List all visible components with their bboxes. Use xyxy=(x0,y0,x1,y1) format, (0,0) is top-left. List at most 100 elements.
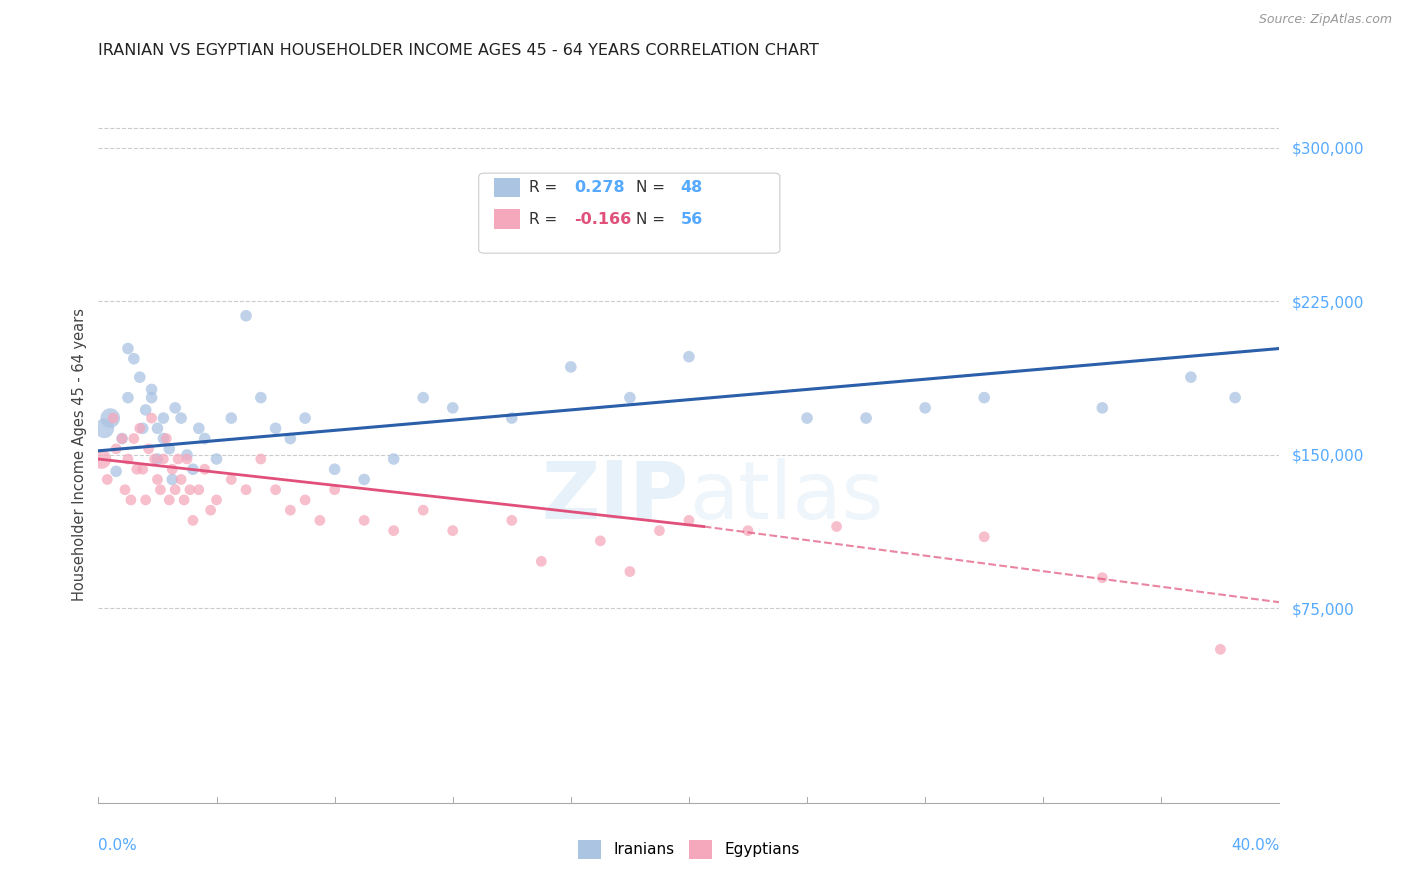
FancyBboxPatch shape xyxy=(494,178,520,197)
Point xyxy=(128,421,150,435)
Point xyxy=(132,421,155,435)
Point xyxy=(146,421,169,435)
Point xyxy=(162,462,183,476)
Point xyxy=(235,309,257,323)
Point xyxy=(235,483,257,497)
Point xyxy=(125,462,148,476)
Text: 48: 48 xyxy=(681,180,703,195)
Point xyxy=(173,492,195,507)
Point xyxy=(165,483,187,497)
Point xyxy=(678,513,700,527)
Point xyxy=(264,483,287,497)
Text: 0.278: 0.278 xyxy=(575,180,626,195)
Point xyxy=(294,411,316,425)
Point xyxy=(194,432,217,446)
Point xyxy=(200,503,222,517)
Point xyxy=(117,452,139,467)
Point xyxy=(141,411,163,425)
Text: atlas: atlas xyxy=(689,458,883,536)
Point xyxy=(619,391,641,405)
Point xyxy=(96,473,118,487)
Point xyxy=(219,473,242,487)
Point xyxy=(530,554,553,568)
Text: 56: 56 xyxy=(681,211,703,227)
Point xyxy=(152,452,174,467)
Point xyxy=(323,483,346,497)
Point xyxy=(105,442,128,456)
Point xyxy=(187,483,209,497)
Point xyxy=(105,464,128,478)
Point xyxy=(194,462,217,476)
Point xyxy=(138,442,160,456)
Point xyxy=(707,206,730,220)
Point xyxy=(135,492,157,507)
Point xyxy=(146,452,169,467)
Point xyxy=(141,383,163,397)
Point xyxy=(141,391,163,405)
Text: 0.0%: 0.0% xyxy=(98,838,138,853)
Point xyxy=(165,401,187,415)
Text: R =: R = xyxy=(530,211,562,227)
Point xyxy=(170,473,193,487)
Point xyxy=(122,432,145,446)
Point xyxy=(278,503,302,517)
Point xyxy=(157,442,180,456)
Point xyxy=(501,411,523,425)
Point xyxy=(179,483,201,497)
FancyBboxPatch shape xyxy=(478,173,780,253)
Text: R =: R = xyxy=(530,180,562,195)
Point xyxy=(250,391,273,405)
Point xyxy=(382,524,405,538)
Point xyxy=(176,452,198,467)
Point xyxy=(278,432,302,446)
Point xyxy=(149,483,172,497)
Point xyxy=(205,452,228,467)
Point xyxy=(914,401,936,415)
Point xyxy=(122,351,145,366)
Point xyxy=(678,350,700,364)
Point xyxy=(117,391,139,405)
Point xyxy=(1091,401,1114,415)
Legend: Iranians, Egyptians: Iranians, Egyptians xyxy=(572,834,806,864)
Point xyxy=(737,524,759,538)
Point xyxy=(1209,642,1232,657)
Point xyxy=(441,524,464,538)
Point xyxy=(111,432,134,446)
Point xyxy=(1223,391,1246,405)
Text: N =: N = xyxy=(636,211,669,227)
Point xyxy=(176,448,198,462)
Point xyxy=(309,513,332,527)
Point xyxy=(132,462,155,476)
Text: N =: N = xyxy=(636,180,669,195)
FancyBboxPatch shape xyxy=(494,210,520,229)
Point xyxy=(143,452,166,467)
Point xyxy=(167,452,190,467)
Text: ZIP: ZIP xyxy=(541,458,689,536)
Text: 40.0%: 40.0% xyxy=(1232,838,1279,853)
Point xyxy=(155,432,177,446)
Point xyxy=(111,432,134,446)
Point xyxy=(152,432,174,446)
Point xyxy=(181,462,204,476)
Point xyxy=(250,452,273,467)
Point xyxy=(181,513,204,527)
Point xyxy=(135,403,157,417)
Point xyxy=(146,473,169,487)
Point xyxy=(152,411,174,425)
Point xyxy=(796,411,818,425)
Point xyxy=(560,359,582,374)
Point xyxy=(117,342,139,356)
Point xyxy=(353,513,375,527)
Y-axis label: Householder Income Ages 45 - 64 years: Householder Income Ages 45 - 64 years xyxy=(72,309,87,601)
Point xyxy=(441,401,464,415)
Text: IRANIAN VS EGYPTIAN HOUSEHOLDER INCOME AGES 45 - 64 YEARS CORRELATION CHART: IRANIAN VS EGYPTIAN HOUSEHOLDER INCOME A… xyxy=(98,43,820,58)
Point xyxy=(219,411,242,425)
Point xyxy=(1180,370,1202,384)
Point xyxy=(412,391,434,405)
Point xyxy=(103,411,125,425)
Point xyxy=(205,492,228,507)
Point xyxy=(187,421,209,435)
Text: -0.166: -0.166 xyxy=(575,211,631,227)
Point xyxy=(90,452,112,467)
Point xyxy=(501,513,523,527)
